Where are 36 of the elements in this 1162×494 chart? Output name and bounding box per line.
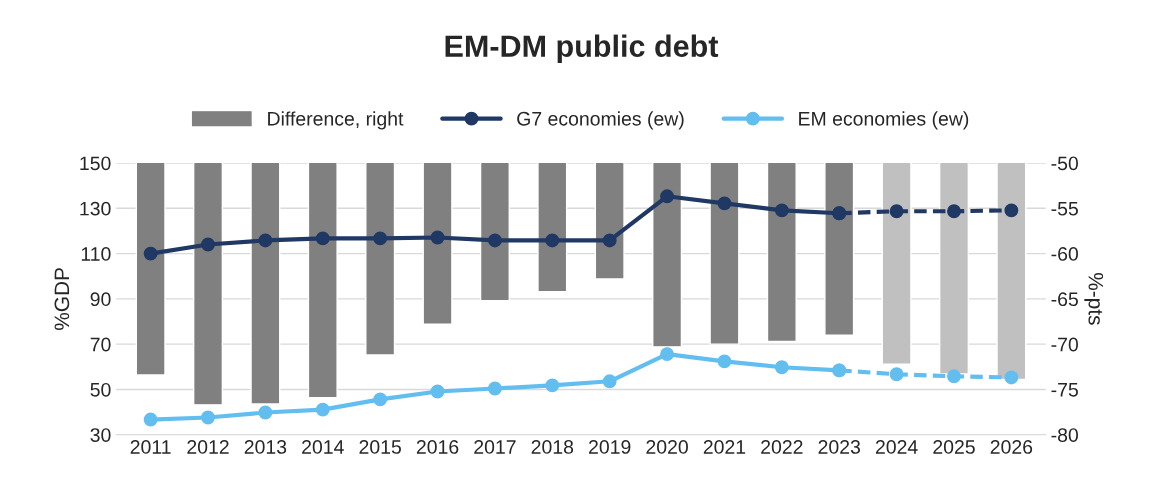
- y2-tick-label: -50: [1051, 156, 1078, 171]
- y2-tick-label: -75: [1051, 383, 1078, 397]
- x-tick-label: 2014: [302, 440, 344, 454]
- x-tick-label: 2018: [531, 440, 574, 454]
- y-tick-label: 30: [90, 428, 111, 442]
- y-tick-label: 130: [80, 201, 111, 216]
- y-axis-title: %GDP: [54, 268, 70, 330]
- y2-tick-label: -55: [1051, 201, 1078, 216]
- y2-tick-label: -65: [1051, 292, 1078, 307]
- x-tick-label: 2024: [875, 440, 918, 454]
- y2-axis-title: %-pts: [1084, 272, 1104, 325]
- x-tick-label: 2019: [589, 440, 631, 454]
- chart-title: EM-DM public debt: [445, 34, 719, 64]
- x-tick-label: 2021: [703, 440, 746, 454]
- x-tick-label: 2026: [990, 440, 1033, 454]
- x-tick-label: 2013: [244, 440, 287, 454]
- x-tick-label: 2011: [130, 440, 171, 454]
- x-tick-label: 2022: [761, 440, 803, 454]
- y2-tick-label: -70: [1051, 337, 1078, 352]
- legend-label: Difference, right: [268, 111, 404, 130]
- x-tick-label: 2015: [359, 440, 401, 454]
- y-tick-label: 90: [90, 292, 111, 307]
- y-tick-label: 50: [90, 382, 111, 397]
- y-tick-label: 70: [90, 337, 111, 352]
- y2-tick-label: -60: [1051, 247, 1078, 261]
- x-tick-label: 2017: [474, 440, 516, 454]
- x-tick-label: 2023: [818, 440, 860, 454]
- legend-label: G7 economies (ew): [517, 111, 684, 130]
- x-tick-label: 2020: [646, 440, 688, 454]
- y2-tick-label: -80: [1051, 428, 1078, 442]
- legend-label: EM economies (ew): [799, 111, 969, 130]
- x-tick-label: 2025: [933, 440, 975, 454]
- x-tick-label: 2016: [416, 440, 459, 454]
- x-tick-label: 2012: [187, 440, 229, 454]
- y-tick-label: 110: [81, 247, 111, 261]
- y-tick-label: 150: [80, 156, 111, 171]
